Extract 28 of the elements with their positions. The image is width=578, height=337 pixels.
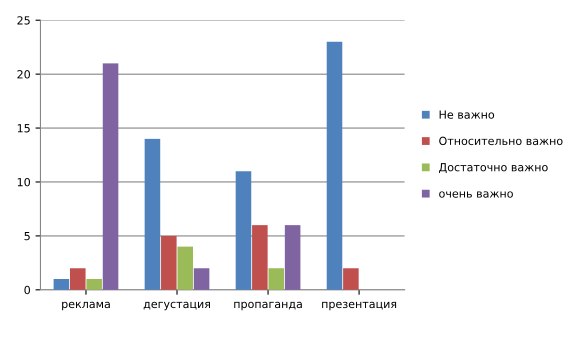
y-tick-label: 10 (18, 178, 30, 186)
bar (102, 63, 118, 290)
x-tick-label: презентация (322, 302, 396, 310)
x-tick-label: пропаганда (234, 302, 302, 310)
x-tick-label: реклама (62, 302, 110, 310)
y-tick-label: 0 (24, 286, 30, 294)
legend-label: очень важно (439, 191, 513, 198)
x-tick-label: дегустация (144, 302, 210, 310)
bar (54, 279, 70, 290)
bar (252, 225, 268, 290)
y-tick-label: 15 (18, 124, 30, 132)
bar (326, 42, 342, 290)
bar (236, 171, 252, 290)
bar (161, 236, 177, 290)
bar (70, 268, 86, 290)
bar (86, 279, 102, 290)
y-tick-label: 20 (17, 70, 30, 79)
legend-label: Достаточно важно (439, 163, 548, 173)
bar (194, 268, 210, 290)
bar (284, 225, 300, 290)
bar (144, 138, 160, 290)
y-tick-label: 25 (17, 16, 30, 25)
bar (268, 268, 284, 290)
bar (343, 268, 359, 290)
bar (177, 246, 193, 290)
y-tick-label: 5 (24, 232, 30, 240)
legend-label: Не важно (440, 110, 494, 119)
legend-label: Относительно важно (439, 136, 563, 146)
